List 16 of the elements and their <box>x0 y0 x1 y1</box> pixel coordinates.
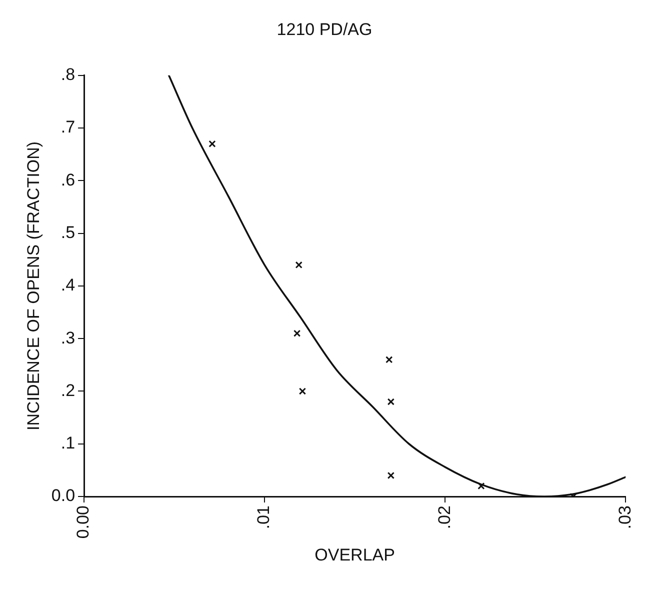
x-tick-label: 0.00 <box>74 506 93 539</box>
y-tick-label: .2 <box>60 380 76 400</box>
y-tick-label: .8 <box>60 65 76 84</box>
x-tick-label: .01 <box>254 506 274 530</box>
y-tick-label: .4 <box>60 276 76 295</box>
y-tick-label: .6 <box>60 170 76 190</box>
y-tick-label: .3 <box>60 328 76 348</box>
x-axis-title: OVERLAP <box>314 545 395 564</box>
x-tick-label: .03 <box>615 506 634 530</box>
y-axis-title: INCIDENCE OF OPENS (FRACTION) <box>24 141 43 430</box>
x-tick-label: .02 <box>434 506 454 530</box>
y-tick-label: .7 <box>60 118 76 137</box>
y-tick-label: .1 <box>60 434 76 453</box>
chart-title: 1210 PD/AG <box>276 20 372 39</box>
y-tick-label: 0.0 <box>51 486 76 506</box>
y-tick-label: .5 <box>60 223 76 242</box>
